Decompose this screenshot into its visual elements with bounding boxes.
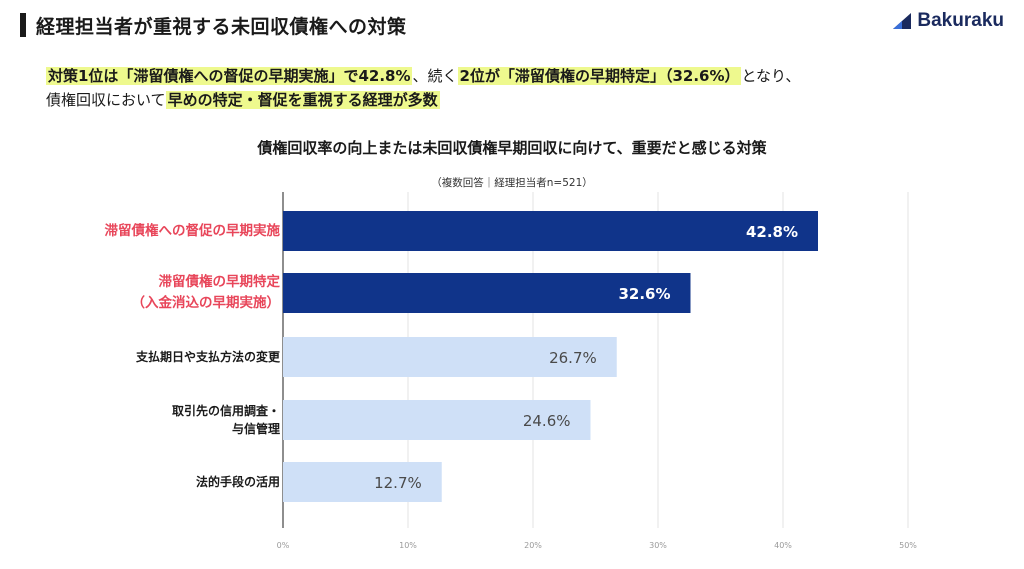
summary-highlight-3: 早めの特定・督促を重視する経理が多数 — [165, 91, 440, 109]
bar-value-label: 24.6% — [523, 412, 571, 430]
title-accent-bar — [20, 13, 26, 37]
category-label-line: 取引先の信用調査・ — [171, 404, 280, 418]
x-tick-label: 0% — [277, 541, 290, 550]
bar — [283, 273, 691, 313]
category-label-line: （入金消込の早期実施） — [131, 295, 281, 311]
bar-value-label: 26.7% — [549, 349, 597, 367]
summary-text-3: 債権回収において — [46, 91, 166, 109]
category-label-line: 滞留債権への督促の早期実施 — [104, 222, 281, 239]
bar — [283, 462, 442, 502]
summary-text: 対策1位は「滞留債権への督促の早期実施」で42.8% 、続く 2位が「滞留債権の早期… — [46, 64, 800, 112]
bar-value-label: 32.6% — [618, 285, 670, 303]
category-label-line: 与信管理 — [231, 422, 280, 436]
bar — [283, 400, 591, 440]
bar — [283, 211, 818, 251]
logo-text: Bakuraku — [917, 10, 1004, 31]
category-label: 法的手段の活用 — [20, 473, 280, 491]
summary-text-1: 、続く — [412, 67, 458, 85]
bar-value-label: 12.7% — [374, 474, 422, 492]
bar — [283, 337, 617, 377]
bakuraku-logo-icon — [893, 13, 912, 29]
category-label-line: 滞留債権の早期特定 — [158, 274, 281, 290]
category-label-line: 支払期日や支払方法の変更 — [135, 350, 280, 364]
summary-text-2: となり、 — [741, 67, 801, 85]
page-title: 経理担当者が重視する未回収債権への対策 — [36, 16, 407, 38]
category-label: 滞留債権の早期特定 （入金消込の早期実施） — [20, 272, 281, 314]
brand-logo: Bakuraku — [891, 10, 1004, 32]
bar-value-label: 42.8% — [746, 223, 798, 241]
x-tick-label: 50% — [899, 541, 917, 550]
chart-note: （複数回答｜経理担当者n=521） — [431, 177, 593, 189]
x-tick-label: 40% — [774, 541, 792, 550]
summary-highlight-2: 2位が「滞留債権の早期特定」（32.6%） — [457, 67, 742, 85]
summary-line-2: 債権回収において 早めの特定・督促を重視する経理が多数 — [46, 88, 800, 112]
category-label: 滞留債権への督促の早期実施 — [20, 221, 281, 242]
category-label-line: 法的手段の活用 — [195, 475, 280, 489]
x-tick-label: 10% — [399, 541, 417, 550]
x-tick-label: 20% — [524, 541, 542, 550]
chart-title: 債権回収率の向上または未回収債権早期回収に向けて、重要だと感じる対策 — [257, 139, 767, 157]
summary-line-1: 対策1位は「滞留債権への督促の早期実施」で42.8% 、続く 2位が「滞留債権の早期… — [46, 64, 800, 88]
x-tick-label: 30% — [649, 541, 667, 550]
category-label: 支払期日や支払方法の変更 — [20, 348, 280, 366]
category-label: 取引先の信用調査・与信管理 — [20, 402, 280, 438]
summary-highlight-1: 対策1位は「滞留債権への督促の早期実施」で42.8% — [46, 67, 413, 85]
